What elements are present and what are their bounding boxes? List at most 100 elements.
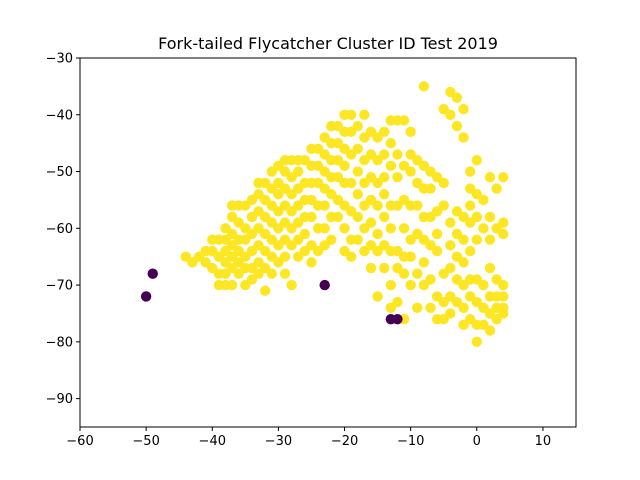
y-tick-label: −50 xyxy=(46,165,73,180)
data-point-cluster-1 xyxy=(372,228,383,240)
data-point-cluster-1 xyxy=(352,143,363,155)
data-point-cluster-1 xyxy=(392,149,403,160)
data-point-cluster-1 xyxy=(484,211,496,223)
data-point-cluster-1 xyxy=(385,160,397,172)
data-point-cluster-1 xyxy=(352,234,363,245)
data-point-cluster-1 xyxy=(398,115,410,126)
data-point-cluster-1 xyxy=(379,211,390,223)
x-tick-label: −20 xyxy=(331,434,358,449)
x-tick-label: −60 xyxy=(66,434,93,449)
data-point-cluster-1 xyxy=(471,336,482,348)
data-point-cluster-1 xyxy=(379,149,390,160)
data-point-cluster-1 xyxy=(392,172,403,183)
data-point-cluster-1 xyxy=(464,245,476,257)
data-point-cluster-1 xyxy=(458,257,469,268)
data-point-cluster-1 xyxy=(379,262,390,274)
data-point-cluster-1 xyxy=(491,183,502,194)
data-point-cluster-1 xyxy=(385,279,397,291)
data-point-cluster-1 xyxy=(478,194,489,206)
data-point-cluster-1 xyxy=(498,279,509,291)
chart-title: Fork-tailed Flycatcher Cluster ID Test 2… xyxy=(158,34,498,53)
data-point-cluster-1 xyxy=(418,257,430,268)
data-point-cluster-1 xyxy=(484,325,496,336)
data-point-cluster-1 xyxy=(372,200,383,211)
y-axis: −30 −40 −50 −60 −70 −80 −90 xyxy=(46,52,80,407)
y-tick-label: −60 xyxy=(46,222,73,237)
x-tick-label: −30 xyxy=(265,434,292,449)
data-point-cluster-1 xyxy=(259,285,271,296)
data-point-cluster-1 xyxy=(339,160,350,172)
data-point-cluster-1 xyxy=(405,126,416,137)
data-point-cluster-1 xyxy=(279,268,291,279)
x-tick-label: −10 xyxy=(397,434,424,449)
data-point-cluster-1 xyxy=(345,109,357,120)
data-point-cluster-1 xyxy=(458,132,469,143)
data-point-cluster-1 xyxy=(498,291,509,302)
data-point-cluster-1 xyxy=(464,200,476,211)
data-point-cluster-1 xyxy=(484,262,496,274)
y-tick-label: −90 xyxy=(46,392,73,407)
data-point-cluster-1 xyxy=(293,166,304,177)
x-axis: −60 −50 −40 −30 −20 −10 0 10 xyxy=(66,427,551,449)
data-point-cluster-1 xyxy=(478,279,489,291)
data-point-cluster-1 xyxy=(484,172,496,183)
x-tick-label: −40 xyxy=(199,434,226,449)
data-point-cluster-1 xyxy=(352,120,363,132)
data-point-cluster-1 xyxy=(451,120,463,132)
data-point-cluster-1 xyxy=(498,308,509,319)
data-point-cluster-1 xyxy=(352,166,363,177)
data-point-cluster-1 xyxy=(359,109,370,120)
data-point-cluster-1 xyxy=(266,268,277,279)
data-point-cluster-1 xyxy=(379,126,390,137)
data-point-cluster-1 xyxy=(425,302,436,313)
data-point-cluster-1 xyxy=(438,200,449,211)
data-point-cluster-1 xyxy=(418,81,430,92)
data-point-cluster-1 xyxy=(326,234,337,245)
data-point-cluster-1 xyxy=(385,223,397,234)
y-tick-label: −40 xyxy=(46,108,73,123)
y-tick-label: −30 xyxy=(46,52,73,67)
data-point-cluster-1 xyxy=(405,166,416,177)
data-point-cluster-1 xyxy=(398,268,410,279)
data-point-cluster-1 xyxy=(478,223,489,234)
data-point-cluster-1 xyxy=(286,279,297,291)
data-point-cluster-1 xyxy=(412,268,423,279)
data-point-cluster-1 xyxy=(319,200,330,211)
data-point-cluster-1 xyxy=(484,234,496,245)
data-point-cluster-1 xyxy=(412,200,423,211)
data-point-cluster-1 xyxy=(385,137,397,149)
data-point-cluster-1 xyxy=(339,223,350,234)
data-point-cluster-1 xyxy=(352,211,363,223)
data-point-cluster-1 xyxy=(226,279,238,291)
data-point-cluster-1 xyxy=(398,223,410,234)
data-point-cluster-1 xyxy=(306,211,317,223)
data-point-cluster-1 xyxy=(431,228,443,240)
data-point-cluster-0 xyxy=(147,268,158,279)
data-point-cluster-1 xyxy=(412,302,423,313)
data-point-cluster-1 xyxy=(498,172,509,183)
data-point-cluster-1 xyxy=(392,296,403,308)
data-point-cluster-1 xyxy=(471,234,482,245)
data-point-cluster-1 xyxy=(405,251,416,262)
data-point-cluster-1 xyxy=(498,228,509,240)
data-point-cluster-1 xyxy=(471,211,482,223)
data-point-cluster-0 xyxy=(140,291,152,302)
data-point-cluster-1 xyxy=(306,257,317,268)
data-point-cluster-1 xyxy=(464,166,476,177)
data-point-cluster-1 xyxy=(345,251,357,262)
y-tick-label: −70 xyxy=(46,279,73,294)
data-point-cluster-1 xyxy=(319,223,330,234)
data-point-cluster-1 xyxy=(471,154,482,166)
data-point-cluster-1 xyxy=(445,217,456,228)
data-point-cluster-1 xyxy=(458,234,469,245)
data-point-cluster-1 xyxy=(451,92,463,103)
data-point-cluster-1 xyxy=(299,228,311,240)
data-point-cluster-1 xyxy=(332,211,344,223)
x-tick-label: 0 xyxy=(473,434,481,449)
plot-frame xyxy=(79,57,577,428)
data-point-cluster-1 xyxy=(352,189,363,200)
data-point-cluster-1 xyxy=(279,251,291,262)
data-point-cluster-1 xyxy=(345,177,357,189)
data-point-cluster-1 xyxy=(425,183,436,194)
x-tick-label: 10 xyxy=(535,434,552,449)
